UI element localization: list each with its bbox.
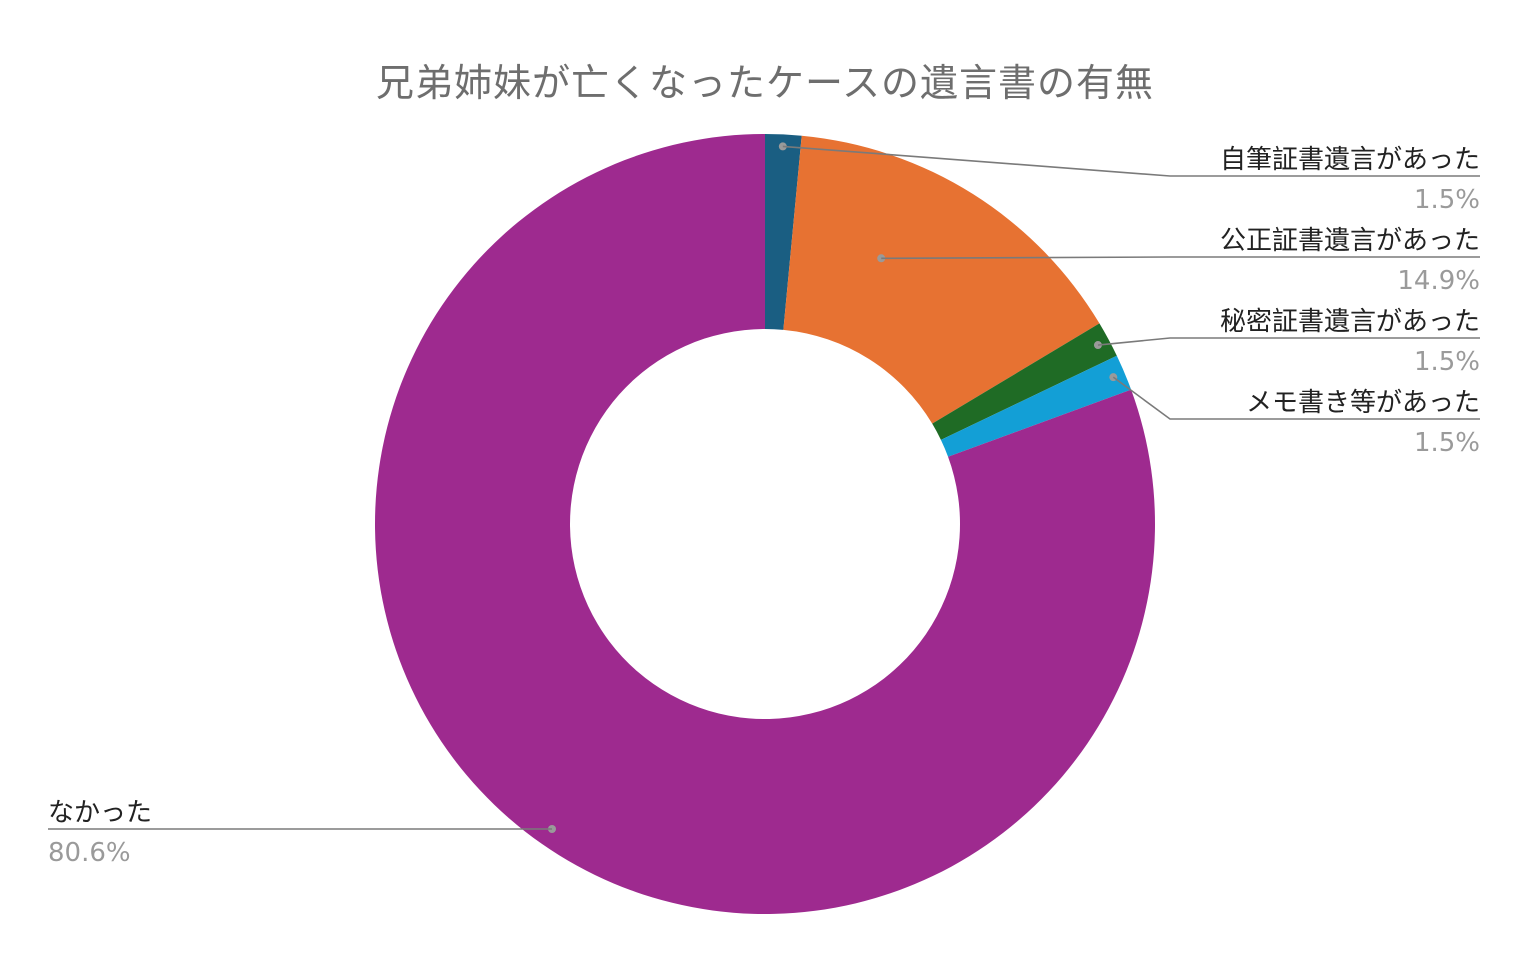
leader-line-1 [782, 145, 1480, 177]
slice-value-2: 14.9% [1397, 266, 1480, 296]
slice-value-4: 1.5% [1414, 428, 1480, 458]
leader-line-4 [1112, 376, 1480, 420]
donut-slice-5 [374, 134, 1155, 914]
slice-value-5: 80.6% [48, 838, 131, 868]
donut-slice-1 [765, 134, 802, 330]
slice-label-4: メモ書き等があった [1246, 388, 1480, 418]
leader-line-2 [881, 256, 1480, 260]
leaders-layer [48, 142, 1480, 833]
slice-value-1: 1.5% [1414, 185, 1480, 215]
donut-slice-4 [940, 355, 1132, 457]
slice-label-2: 公正証書遺言があった [1220, 226, 1480, 256]
donut-slice-3 [932, 323, 1117, 440]
leader-line-3 [1097, 337, 1480, 346]
slice-value-3: 1.5% [1414, 347, 1480, 377]
donut-slice-2 [783, 135, 1100, 424]
slice-label-5: なかった [48, 798, 152, 828]
chart-title: 兄弟姉妹が亡くなったケースの遺言書の有無 [375, 61, 1155, 105]
labels-layer: 自筆証書遺言があった 1.5% 公正証書遺言があった 14.9% 秘密証書遺言があった 1… [48, 145, 1480, 868]
slices-layer [374, 134, 1155, 914]
slice-label-3: 秘密証書遺言があった [1220, 307, 1480, 337]
slice-label-1: 自筆証書遺言があった [1220, 145, 1480, 175]
